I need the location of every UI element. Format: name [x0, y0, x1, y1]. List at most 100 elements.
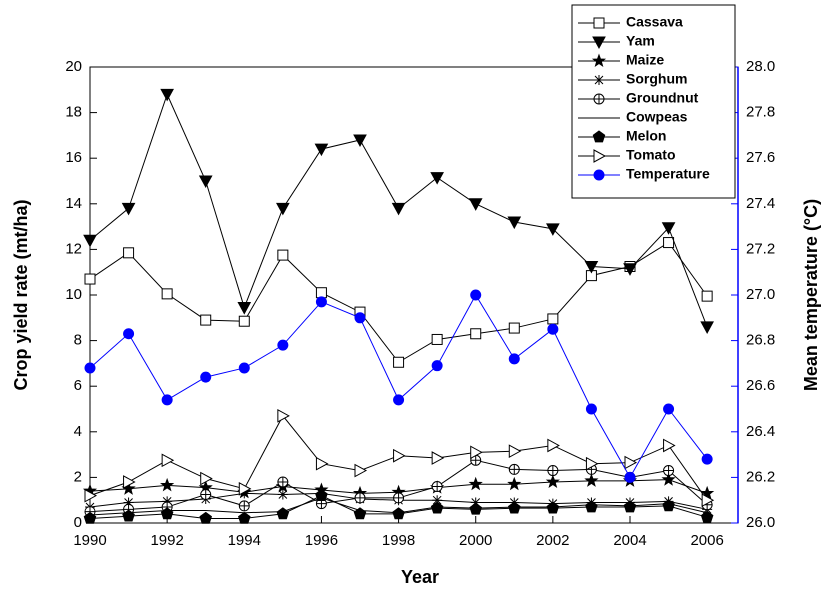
marker — [470, 289, 482, 301]
x-tick-label: 1990 — [73, 532, 106, 549]
marker — [700, 510, 714, 523]
x-tick-label: 1992 — [150, 532, 183, 549]
marker — [508, 463, 520, 475]
marker — [123, 475, 136, 489]
marker — [585, 403, 597, 415]
marker — [239, 488, 250, 499]
y2-tick-label: 26.6 — [746, 377, 775, 394]
marker — [624, 455, 638, 470]
y2-tick-label: 26.2 — [746, 468, 775, 485]
marker — [585, 500, 598, 513]
y-tick-label: 4 — [74, 423, 82, 440]
marker — [508, 444, 522, 459]
y2-tick-label: 26.0 — [746, 514, 775, 531]
marker — [430, 501, 444, 514]
marker — [354, 492, 366, 504]
marker — [701, 290, 713, 302]
y-tick-label: 2 — [74, 468, 82, 485]
legend-label: Maize — [626, 52, 664, 68]
marker — [663, 465, 675, 476]
marker — [468, 198, 483, 211]
marker — [431, 333, 443, 345]
y-tick-label: 6 — [74, 377, 82, 394]
marker — [276, 202, 290, 216]
legend-label: Yam — [626, 33, 655, 49]
marker — [391, 202, 406, 216]
marker — [470, 497, 481, 508]
marker — [593, 149, 607, 163]
marker — [392, 507, 405, 520]
legend-label: Cassava — [626, 14, 683, 30]
marker — [162, 496, 173, 507]
marker — [663, 237, 675, 249]
marker — [663, 403, 675, 415]
marker — [469, 502, 483, 515]
y2-tick-label: 27.4 — [746, 195, 775, 212]
marker — [431, 360, 443, 372]
marker — [507, 501, 521, 514]
x-tick-label: 1996 — [305, 532, 338, 549]
marker — [393, 492, 405, 504]
marker — [593, 17, 605, 29]
marker — [315, 456, 329, 471]
marker — [624, 471, 636, 483]
marker — [592, 130, 606, 143]
marker — [237, 302, 252, 315]
y-tick-label: 14 — [65, 195, 82, 212]
series-line — [89, 293, 708, 479]
marker — [584, 261, 599, 274]
marker — [84, 488, 98, 503]
marker — [277, 476, 289, 488]
marker — [470, 445, 483, 460]
marker — [161, 288, 173, 300]
marker — [393, 394, 405, 406]
marker — [161, 453, 175, 468]
marker — [198, 175, 213, 189]
marker — [121, 202, 136, 216]
marker — [547, 438, 560, 453]
marker — [200, 314, 212, 326]
marker — [432, 495, 443, 506]
marker — [238, 481, 252, 496]
marker — [546, 501, 560, 514]
marker — [83, 234, 97, 248]
y-tick-label: 16 — [65, 149, 82, 166]
marker — [200, 489, 212, 500]
marker — [700, 485, 715, 500]
marker — [276, 507, 290, 520]
marker — [700, 321, 714, 334]
marker — [585, 456, 599, 471]
marker — [277, 489, 288, 500]
marker — [623, 263, 637, 276]
y-tick-label: 12 — [65, 240, 82, 257]
marker — [431, 481, 443, 492]
marker — [315, 287, 327, 299]
marker — [593, 169, 605, 181]
marker — [237, 511, 251, 524]
marker — [354, 463, 368, 478]
y2-axis-label: Mean temperature (°C) — [801, 199, 821, 391]
marker — [353, 134, 367, 148]
marker — [547, 465, 559, 476]
marker — [83, 511, 97, 524]
legend-label: Sorghum — [626, 71, 687, 87]
y-tick-label: 10 — [65, 286, 82, 303]
marker — [277, 339, 289, 351]
marker — [701, 493, 715, 508]
y2-tick-label: 28.0 — [746, 58, 775, 75]
marker — [353, 507, 367, 520]
y2-tick-label: 26.8 — [746, 332, 775, 349]
marker — [315, 296, 327, 308]
marker — [508, 353, 520, 365]
y2-tick-label: 27.6 — [746, 149, 775, 166]
marker — [593, 93, 605, 105]
marker — [161, 394, 173, 406]
marker — [314, 143, 329, 157]
marker — [123, 497, 134, 508]
marker — [547, 323, 559, 335]
x-tick-label: 2002 — [536, 532, 569, 549]
marker — [315, 489, 328, 501]
marker — [238, 500, 250, 512]
marker — [507, 216, 522, 230]
